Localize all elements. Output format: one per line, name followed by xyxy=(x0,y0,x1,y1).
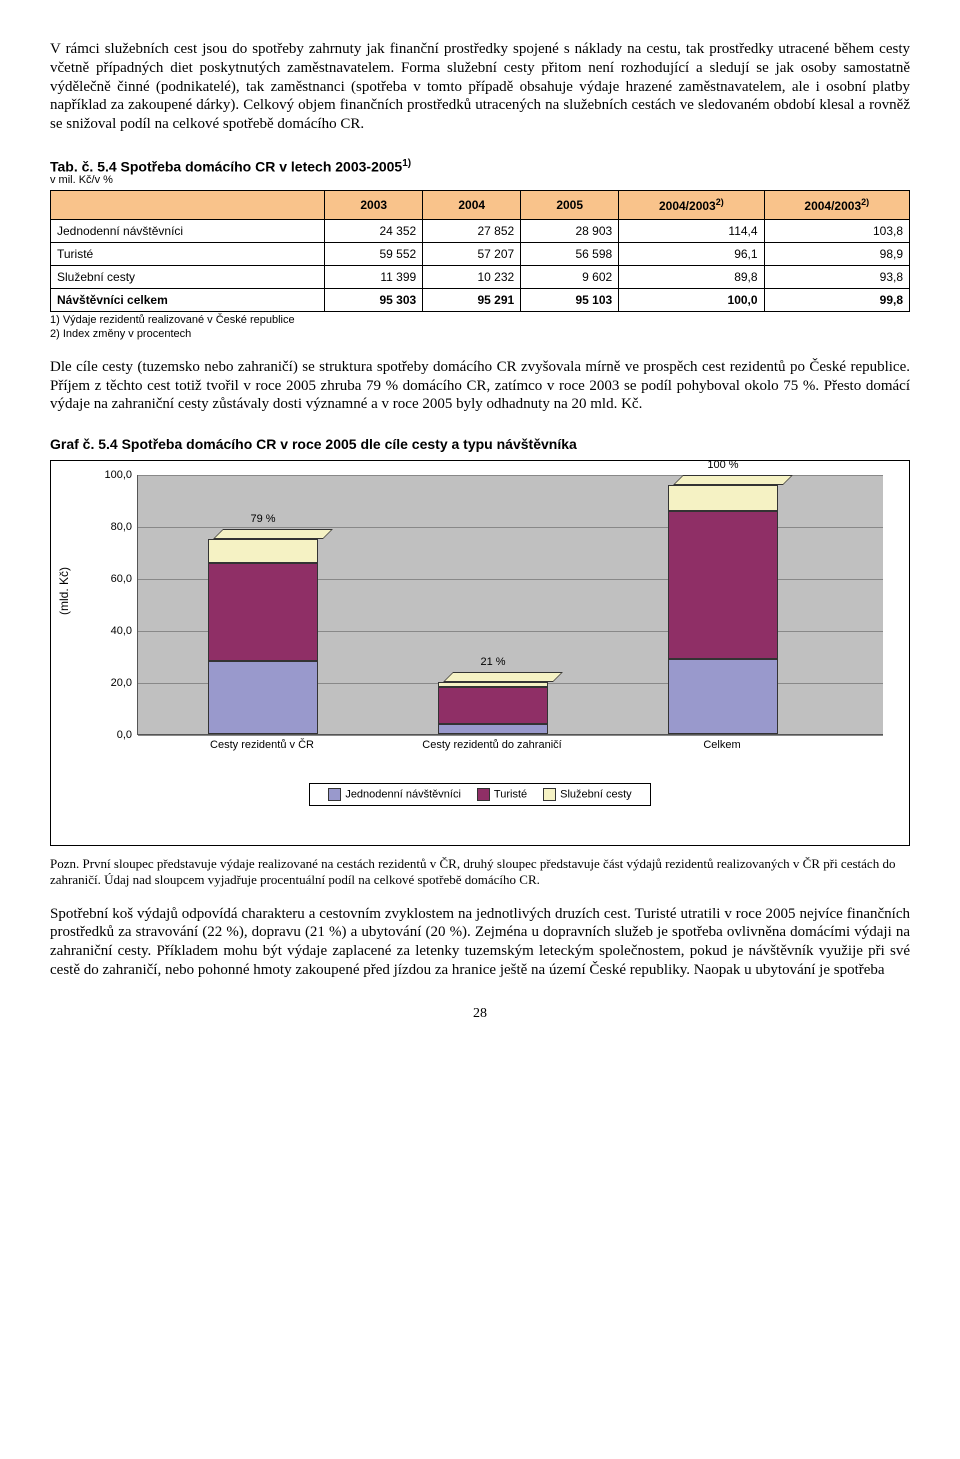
bar-segment xyxy=(668,485,778,511)
bar-segment xyxy=(438,724,548,734)
row-label: Turisté xyxy=(51,243,325,266)
bar-3d-cap xyxy=(673,475,793,485)
paragraph-1: V rámci služebních cest jsou do spotřeby… xyxy=(50,40,910,134)
chart-note: Pozn. První sloupec představuje výdaje r… xyxy=(50,856,910,889)
legend-label: Turisté xyxy=(494,789,527,801)
y-tick-label: 40,0 xyxy=(111,625,138,637)
paragraph-2: Dle cíle cesty (tuzemsko nebo zahraničí)… xyxy=(50,358,910,414)
cell: 11 399 xyxy=(325,266,423,289)
th-idx2: 2004/20032) xyxy=(764,191,909,220)
bar-3d-cap xyxy=(443,672,563,682)
legend-label: Jednodenní návštěvníci xyxy=(345,789,461,801)
x-axis-label: Cesty rezidentů v ČR xyxy=(177,739,347,751)
legend-item: Služební cesty xyxy=(543,788,632,801)
cell: 100,0 xyxy=(619,289,764,312)
cell: 56 598 xyxy=(521,243,619,266)
cell: 57 207 xyxy=(423,243,521,266)
table-title-text: Tab. č. 5.4 Spotřeba domácího CR v letec… xyxy=(50,158,402,174)
table-total-row: Návštěvníci celkem95 30395 29195 103100,… xyxy=(51,289,910,312)
table-row: Jednodenní návštěvníci24 35227 85228 903… xyxy=(51,220,910,243)
footnote-2: 2) Index změny v procentech xyxy=(50,328,191,340)
bar-segment xyxy=(208,661,318,734)
th-idx1: 2004/20032) xyxy=(619,191,764,220)
legend-swatch xyxy=(328,788,341,801)
y-tick-label: 80,0 xyxy=(111,521,138,533)
y-tick-label: 20,0 xyxy=(111,677,138,689)
table-subtitle: v mil. Kč/v % xyxy=(50,174,910,186)
paragraph-3: Spotřební koš výdajů odpovídá charakteru… xyxy=(50,905,910,980)
y-tick-label: 60,0 xyxy=(111,573,138,585)
cell: 10 232 xyxy=(423,266,521,289)
x-axis-label: Cesty rezidentů do zahraničí xyxy=(407,739,577,751)
bar-top-label: 100 % xyxy=(668,459,778,471)
table-row: Služební cesty11 39910 2329 60289,893,8 xyxy=(51,266,910,289)
page-number: 28 xyxy=(50,1006,910,1022)
plot-area: 0,020,040,060,080,0100,079 %21 %100 % xyxy=(137,475,883,735)
cell: 114,4 xyxy=(619,220,764,243)
cell: 28 903 xyxy=(521,220,619,243)
y-tick-label: 100,0 xyxy=(104,469,138,481)
bar-top-label: 79 % xyxy=(208,513,318,525)
x-axis-labels: Cesty rezidentů v ČR Cesty rezidentů do z… xyxy=(137,735,883,775)
table-footnotes: 1) Výdaje rezidentů realizované v České … xyxy=(50,314,910,342)
cell: 89,8 xyxy=(619,266,764,289)
data-table: 2003 2004 2005 2004/20032) 2004/20032) J… xyxy=(50,190,910,312)
bar-segment xyxy=(208,539,318,562)
bar-3d-cap xyxy=(213,529,333,539)
legend-item: Turisté xyxy=(477,788,527,801)
cell: 99,8 xyxy=(764,289,909,312)
cell: 98,9 xyxy=(764,243,909,266)
legend-swatch xyxy=(543,788,556,801)
th-2004: 2004 xyxy=(423,191,521,220)
chart-title: Graf č. 5.4 Spotřeba domácího CR v roce … xyxy=(50,436,910,452)
th-2005: 2005 xyxy=(521,191,619,220)
table-title-sup: 1) xyxy=(402,158,411,169)
footnote-1: 1) Výdaje rezidentů realizované v České … xyxy=(50,314,295,326)
cell: 27 852 xyxy=(423,220,521,243)
y-axis-label: (mld. Kč) xyxy=(57,567,71,615)
bar-segment xyxy=(208,563,318,662)
y-tick-label: 0,0 xyxy=(117,729,138,741)
legend-item: Jednodenní návštěvníci xyxy=(328,788,461,801)
table-row: Turisté59 55257 20756 59896,198,9 xyxy=(51,243,910,266)
legend-swatch xyxy=(477,788,490,801)
bar-segment xyxy=(438,687,548,723)
row-label: Jednodenní návštěvníci xyxy=(51,220,325,243)
legend-label: Služební cesty xyxy=(560,789,632,801)
bar-top-label: 21 % xyxy=(438,656,548,668)
x-axis-label: Celkem xyxy=(637,739,807,751)
bar-segment xyxy=(668,511,778,659)
chart-container: (mld. Kč) 0,0 20,0 40,0 60,0 80,0 100,0 79 % 21… xyxy=(50,460,910,846)
cell: 95 103 xyxy=(521,289,619,312)
cell: 103,8 xyxy=(764,220,909,243)
cell: 95 291 xyxy=(423,289,521,312)
chart-legend: Jednodenní návštěvníci Turisté Služební ce… xyxy=(67,783,893,806)
cell: 9 602 xyxy=(521,266,619,289)
th-2003: 2003 xyxy=(325,191,423,220)
cell: 93,8 xyxy=(764,266,909,289)
cell: 24 352 xyxy=(325,220,423,243)
row-label: Služební cesty xyxy=(51,266,325,289)
cell: 96,1 xyxy=(619,243,764,266)
row-label: Návštěvníci celkem xyxy=(51,289,325,312)
bar-segment xyxy=(668,659,778,734)
bar-segment xyxy=(438,682,548,687)
th-blank xyxy=(51,191,325,220)
cell: 59 552 xyxy=(325,243,423,266)
cell: 95 303 xyxy=(325,289,423,312)
table-title: Tab. č. 5.4 Spotřeba domácího CR v letec… xyxy=(50,158,910,175)
